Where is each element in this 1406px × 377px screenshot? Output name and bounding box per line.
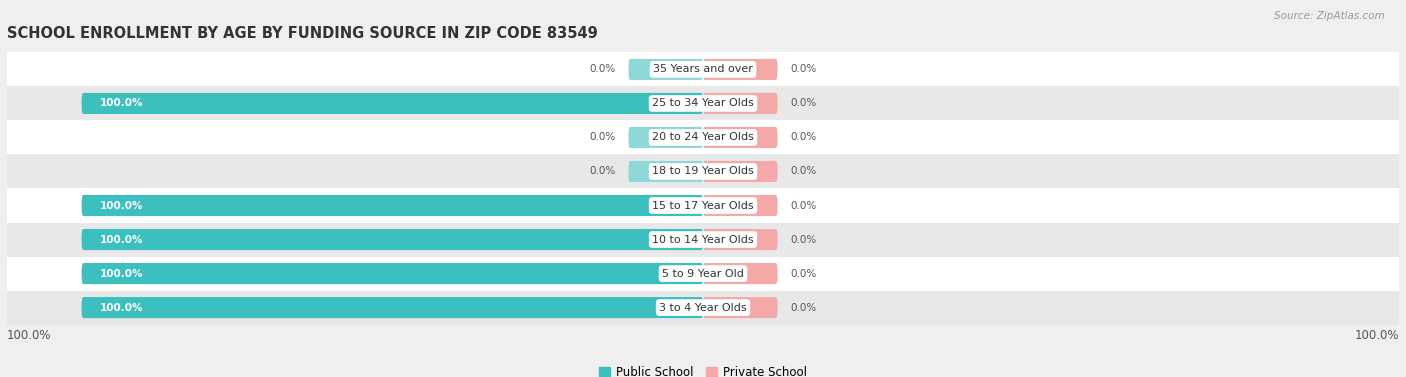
FancyBboxPatch shape bbox=[703, 93, 778, 114]
FancyBboxPatch shape bbox=[82, 93, 703, 114]
FancyBboxPatch shape bbox=[628, 59, 703, 80]
Text: 10 to 14 Year Olds: 10 to 14 Year Olds bbox=[652, 234, 754, 245]
FancyBboxPatch shape bbox=[82, 229, 703, 250]
FancyBboxPatch shape bbox=[703, 59, 778, 80]
Text: 0.0%: 0.0% bbox=[589, 167, 616, 176]
Text: 0.0%: 0.0% bbox=[790, 201, 817, 210]
FancyBboxPatch shape bbox=[82, 195, 703, 216]
Text: 20 to 24 Year Olds: 20 to 24 Year Olds bbox=[652, 132, 754, 143]
Legend: Public School, Private School: Public School, Private School bbox=[593, 361, 813, 377]
Bar bbox=[7, 52, 1399, 86]
Text: Source: ZipAtlas.com: Source: ZipAtlas.com bbox=[1274, 11, 1385, 21]
Text: 100.0%: 100.0% bbox=[100, 268, 143, 279]
FancyBboxPatch shape bbox=[703, 297, 778, 318]
Text: 100.0%: 100.0% bbox=[100, 234, 143, 245]
Text: 0.0%: 0.0% bbox=[790, 98, 817, 109]
Text: 5 to 9 Year Old: 5 to 9 Year Old bbox=[662, 268, 744, 279]
Text: 100.0%: 100.0% bbox=[7, 329, 52, 342]
Text: 0.0%: 0.0% bbox=[790, 303, 817, 313]
Text: 3 to 4 Year Olds: 3 to 4 Year Olds bbox=[659, 303, 747, 313]
FancyBboxPatch shape bbox=[703, 127, 778, 148]
Text: SCHOOL ENROLLMENT BY AGE BY FUNDING SOURCE IN ZIP CODE 83549: SCHOOL ENROLLMENT BY AGE BY FUNDING SOUR… bbox=[7, 26, 598, 41]
Text: 18 to 19 Year Olds: 18 to 19 Year Olds bbox=[652, 167, 754, 176]
FancyBboxPatch shape bbox=[82, 263, 703, 284]
Text: 0.0%: 0.0% bbox=[790, 167, 817, 176]
FancyBboxPatch shape bbox=[628, 127, 703, 148]
Bar bbox=[7, 188, 1399, 222]
Text: 15 to 17 Year Olds: 15 to 17 Year Olds bbox=[652, 201, 754, 210]
Bar bbox=[7, 155, 1399, 188]
Text: 0.0%: 0.0% bbox=[589, 132, 616, 143]
Text: 0.0%: 0.0% bbox=[790, 234, 817, 245]
Text: 100.0%: 100.0% bbox=[100, 98, 143, 109]
Text: 100.0%: 100.0% bbox=[100, 303, 143, 313]
Text: 35 Years and over: 35 Years and over bbox=[652, 64, 754, 74]
FancyBboxPatch shape bbox=[82, 297, 703, 318]
Bar bbox=[7, 222, 1399, 256]
FancyBboxPatch shape bbox=[703, 161, 778, 182]
Bar bbox=[7, 86, 1399, 121]
FancyBboxPatch shape bbox=[703, 229, 778, 250]
Bar bbox=[7, 291, 1399, 325]
FancyBboxPatch shape bbox=[703, 195, 778, 216]
Text: 100.0%: 100.0% bbox=[1354, 329, 1399, 342]
FancyBboxPatch shape bbox=[703, 263, 778, 284]
Text: 0.0%: 0.0% bbox=[589, 64, 616, 74]
Bar bbox=[7, 121, 1399, 155]
FancyBboxPatch shape bbox=[628, 161, 703, 182]
Text: 100.0%: 100.0% bbox=[100, 201, 143, 210]
Bar bbox=[7, 256, 1399, 291]
Text: 0.0%: 0.0% bbox=[790, 268, 817, 279]
Text: 0.0%: 0.0% bbox=[790, 64, 817, 74]
Text: 0.0%: 0.0% bbox=[790, 132, 817, 143]
Text: 25 to 34 Year Olds: 25 to 34 Year Olds bbox=[652, 98, 754, 109]
